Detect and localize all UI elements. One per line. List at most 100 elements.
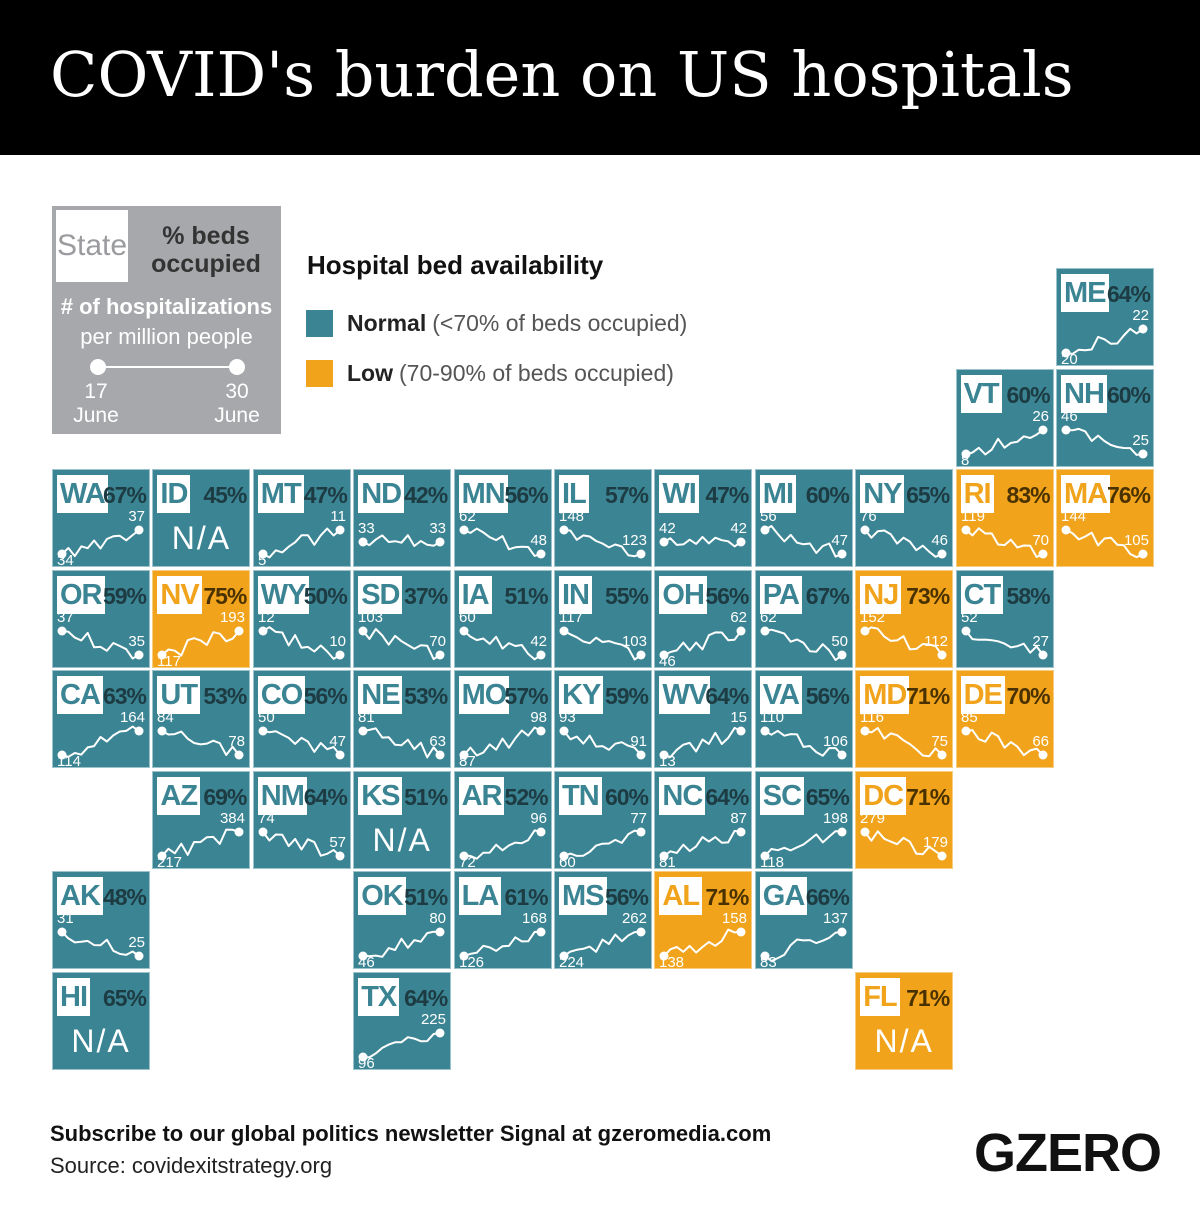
start-dot — [760, 851, 770, 860]
start-value: 116 — [860, 709, 884, 726]
state-abbr: NV — [157, 575, 202, 614]
key-end-day: 30 — [225, 380, 249, 403]
beds-occupied-pct: 53% — [203, 683, 247, 709]
end-dot — [1138, 324, 1148, 334]
start-dot — [57, 927, 67, 937]
beds-occupied-pct: 65% — [805, 783, 850, 810]
source-text: Source: covidexitstrategy.org — [50, 1153, 333, 1178]
legend-title: Hospital bed availability — [307, 250, 604, 280]
end-dot — [536, 827, 546, 836]
sparkline-path — [61, 529, 140, 558]
sparkline: 138 158 — [659, 910, 747, 968]
state-tile-vt: VT 60% 8 26 — [955, 368, 1054, 467]
legend-swatch-low — [306, 360, 333, 387]
sparkline-path — [563, 529, 642, 558]
sparkline-path — [563, 931, 642, 957]
state-abbr: MO — [458, 676, 510, 714]
start-value: 46 — [358, 954, 375, 968]
sparkline-path — [563, 629, 642, 660]
state-abbr: MD — [860, 676, 910, 714]
beds-occupied-pct: 60% — [1006, 381, 1051, 408]
header: COVID's burden on US hospitals — [0, 0, 1200, 155]
start-dot — [57, 549, 67, 559]
sparkline-path — [262, 730, 341, 756]
sparkline: 114 164 — [57, 709, 145, 767]
end-dot — [937, 750, 947, 760]
start-dot — [258, 549, 268, 559]
end-value: 75 — [932, 733, 949, 750]
end-value: 25 — [128, 934, 145, 951]
end-value: 198 — [823, 810, 848, 827]
state-tile-sd: SD 37% 103 70 — [353, 569, 452, 668]
end-dot — [435, 927, 445, 937]
start-dot — [659, 650, 669, 659]
not-available: N/A — [372, 821, 432, 858]
start-value: 37 — [57, 609, 74, 626]
sparkline-path — [563, 730, 642, 756]
beds-occupied-pct: 75% — [203, 582, 247, 609]
key-start-day: 17 — [84, 380, 108, 403]
state-tile-co: CO 56% 50 47 — [252, 670, 351, 768]
end-value: 22 — [1132, 307, 1149, 324]
state-tile-wv: WV 64% 13 15 — [654, 670, 753, 768]
beds-occupied-pct: 57% — [504, 683, 549, 709]
sparkline-path — [965, 729, 1044, 757]
state-abbr: DE — [960, 676, 1005, 714]
start-dot — [760, 626, 770, 635]
key-end-month: June — [214, 404, 260, 427]
end-dot — [736, 626, 746, 635]
end-value: 112 — [924, 633, 948, 650]
state-tile-ks: KS 51% N/A — [353, 770, 452, 869]
end-value: 164 — [120, 709, 145, 726]
key-end-dot — [229, 359, 245, 375]
sparkline-path — [363, 930, 441, 958]
state-tile-ma: MA 76% 144 105 — [1056, 469, 1154, 567]
state-abbr: WY — [257, 575, 309, 614]
start-dot — [358, 726, 368, 736]
sparkline: 224 262 — [559, 910, 647, 968]
beds-occupied-pct: 57% — [604, 482, 649, 508]
start-value: 114 — [57, 753, 81, 767]
start-value: 85 — [961, 709, 978, 726]
start-dot — [157, 650, 167, 659]
not-available: N/A — [171, 520, 232, 556]
sparkline-path — [462, 726, 542, 757]
state-abbr: KS — [358, 776, 403, 815]
state-abbr: TX — [358, 977, 400, 1016]
sparkline: 144 105 — [1061, 508, 1149, 559]
state-tile-va: VA 56% 110 106 — [754, 670, 853, 768]
end-value: 42 — [731, 520, 748, 537]
sparkline: 13 15 — [659, 709, 747, 767]
start-value: 83 — [760, 954, 777, 968]
start-value: 56 — [760, 508, 777, 525]
start-value: 46 — [1061, 408, 1078, 425]
state-abbr: NY — [860, 475, 905, 513]
state-abbr: ND — [358, 475, 405, 513]
beds-occupied-pct: 73% — [906, 582, 950, 609]
sparkline: 217 384 — [157, 810, 245, 868]
start-dot — [659, 851, 669, 860]
start-dot — [258, 626, 268, 635]
sparkline-path — [663, 829, 742, 857]
sparkline-path — [61, 725, 140, 758]
start-dot — [961, 626, 971, 635]
state-tile-or: OR 59% 37 35 — [52, 569, 150, 668]
beds-occupied-pct: 50% — [303, 582, 348, 609]
start-value: 13 — [659, 753, 676, 767]
sparkline: 81 63 — [358, 709, 446, 760]
state-abbr: PA — [759, 575, 802, 614]
state-tile-az: AZ 69% 217 384 — [152, 770, 251, 869]
end-value: 48 — [530, 532, 547, 549]
state-tile-ia: IA 51% 60 42 — [453, 569, 552, 668]
end-value: 87 — [731, 810, 748, 827]
state-tile-hi: HI 65% N/A — [52, 971, 150, 1070]
end-value: 96 — [530, 810, 547, 827]
state-tile-in: IN 55% 117 103 — [554, 569, 652, 668]
sparkline: 116 75 — [860, 709, 949, 760]
end-dot — [536, 650, 546, 659]
sparkline-path — [362, 627, 441, 660]
beds-occupied-pct: 59% — [102, 582, 147, 609]
sparkline: 117 193 — [157, 609, 245, 667]
end-dot — [937, 650, 947, 659]
end-dot — [435, 537, 445, 547]
